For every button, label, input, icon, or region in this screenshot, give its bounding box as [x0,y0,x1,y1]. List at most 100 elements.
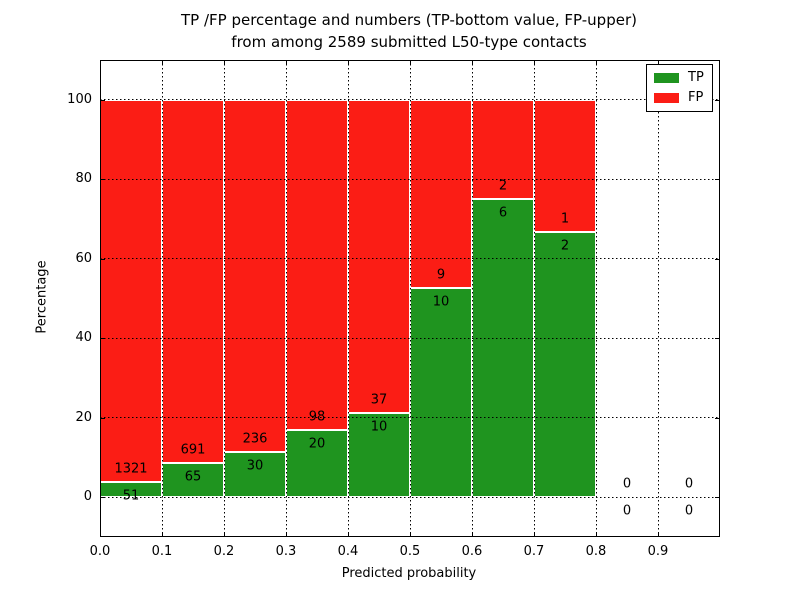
y-tick-right [715,417,719,419]
x-tick-label: 0.7 [523,544,545,559]
chart-title: TP /FP percentage and numbers (TP-bottom… [109,9,709,53]
y-tick-right [715,338,719,340]
y-tick-left [101,179,105,181]
x-tick-bottom [534,532,535,536]
x-tick-top [224,61,225,65]
x-tick-bottom [596,532,597,536]
tp-count-label: 65 [184,469,202,485]
y-tick-left [101,417,105,419]
tp-bar-segment [348,412,410,498]
y-tick-label: 60 [75,250,92,266]
v-gridline [533,60,535,537]
y-tick-label: 0 [83,489,92,505]
x-axis-label: Predicted probability [341,566,477,581]
fp-count-label: 98 [308,409,326,425]
v-gridline [161,60,163,537]
x-tick-top [286,61,287,65]
y-tick-right [715,497,719,499]
x-tick-bottom [410,532,411,536]
tp-bar-segment [534,232,596,498]
fp-count-label: 0 [684,476,694,492]
tp-bar-segment [472,199,534,498]
x-tick-top [472,61,473,65]
fp-count-label: 37 [370,392,388,408]
v-gridline [409,60,411,537]
x-tick-label: 0.3 [275,544,297,559]
y-tick-right [715,179,719,181]
x-tick-bottom [224,532,225,536]
tp-bar-segment [410,288,472,498]
x-tick-label: 0.2 [213,544,235,559]
x-tick-bottom [348,532,349,536]
v-gridline [285,60,287,537]
x-tick-top [596,61,597,65]
tp-count-label: 2 [560,238,570,254]
tp-count-label: 30 [246,458,264,474]
x-tick-bottom [286,532,287,536]
y-tick-left [101,99,105,101]
tp-count-label: 0 [684,503,694,519]
tp-bar-segment [224,452,286,498]
tp-count-label: 10 [432,294,450,310]
v-gridline [223,60,225,537]
y-tick-right [715,258,719,260]
legend: TP FP [646,64,713,112]
x-tick-bottom [472,532,473,536]
v-gridline [657,60,659,537]
fp-count-label: 9 [436,267,446,283]
x-tick-top [100,61,101,65]
fp-count-label: 691 [180,442,206,458]
y-tick-left [101,258,105,260]
x-tick-bottom [162,532,163,536]
y-tick-label: 40 [75,330,92,346]
tp-legend-label: TP [688,70,704,85]
x-tick-label: 0.8 [585,544,607,559]
fp-bar-segment [162,99,224,464]
y-tick-right [715,99,719,101]
chart-title-line1: TP /FP percentage and numbers (TP-bottom… [181,11,637,29]
x-tick-top [162,61,163,65]
y-tick-left [101,338,105,340]
y-tick-label: 80 [75,171,92,187]
fp-bar-segment [224,99,286,453]
x-tick-label: 0.6 [461,544,483,559]
fp-legend-label: FP [688,90,704,105]
x-tick-top [348,61,349,65]
plot-area: 1321 51 691 65 236 30 98 20 37 10 9 10 2 6 1 2 0 0 0 0 [100,60,720,537]
chart-title-line2: from among 2589 submitted L50-type conta… [231,33,587,51]
x-tick-label: 0.1 [151,544,173,559]
y-tick-label: 100 [67,91,92,107]
y-tick-label: 20 [75,409,92,425]
x-tick-bottom [100,532,101,536]
v-gridline [471,60,473,537]
fp-count-label: 1 [560,211,570,227]
x-tick-label: 0.0 [89,544,111,559]
tp-bar-segment [162,463,224,498]
legend-entry-tp: TP [654,71,705,85]
fp-count-label: 2 [498,178,508,194]
x-tick-top [534,61,535,65]
fp-count-label: 1321 [114,461,148,477]
v-gridline [595,60,597,537]
tp-count-label: 51 [122,488,140,504]
fp-bar-segment [348,99,410,413]
y-tick-left [101,497,105,499]
fp-bar-segment [472,99,534,200]
tp-count-label: 10 [370,419,388,435]
x-tick-bottom [658,532,659,536]
x-tick-top [410,61,411,65]
x-tick-top [658,61,659,65]
fp-count-label: 0 [622,476,632,492]
x-tick-label: 0.9 [647,544,669,559]
fp-swatch-icon [654,93,679,103]
x-tick-label: 0.4 [337,544,359,559]
tp-count-label: 0 [622,503,632,519]
tp-count-label: 20 [308,436,326,452]
tp-swatch-icon [654,73,679,83]
legend-entry-fp: FP [654,91,705,105]
fp-count-label: 236 [242,431,268,447]
fp-bar-segment [534,99,596,233]
fp-bar-segment [100,99,162,483]
fp-bar-segment [410,99,472,289]
